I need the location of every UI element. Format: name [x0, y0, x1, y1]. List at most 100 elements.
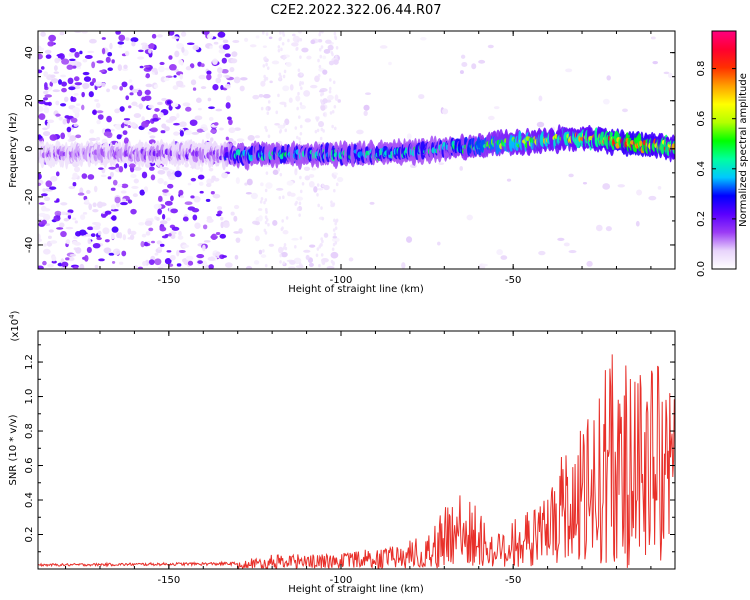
noise-blob [114, 108, 121, 114]
noise-blob [191, 207, 200, 213]
noise-blob [176, 80, 184, 88]
noise-blob [70, 117, 78, 123]
noise-blob [217, 31, 226, 38]
noise-streak [278, 195, 282, 200]
noise-blob [47, 235, 52, 239]
noise-blob [38, 113, 46, 120]
noise-streak [263, 57, 266, 61]
noise-blob [173, 75, 177, 78]
noise-blob [82, 82, 90, 89]
noise-blob [63, 96, 69, 103]
noise-blob [438, 162, 445, 165]
noise-streak [319, 54, 323, 59]
noise-blob [132, 193, 138, 198]
noise-streak [282, 56, 286, 61]
noise-blob [254, 221, 260, 226]
noise-streak [332, 80, 336, 85]
noise-blob [309, 244, 316, 248]
noise-streak [317, 58, 320, 63]
noise-streak [299, 175, 302, 180]
noise-blob [38, 182, 42, 187]
noise-blob [111, 261, 116, 264]
noise-blob [38, 195, 41, 201]
noise-blob [232, 39, 240, 44]
noise-blob [145, 231, 151, 236]
noise-streak [335, 182, 339, 187]
noise-streak [282, 195, 285, 200]
noise-streak [299, 80, 302, 85]
noise-blob [203, 240, 211, 243]
noise-blob [291, 42, 299, 47]
noise-streak [314, 129, 318, 134]
spectrogram-xtick-label: -50 [505, 275, 521, 286]
noise-blob [41, 219, 47, 225]
noise-blob [231, 51, 238, 57]
colorbar-tick-label: 0.8 [696, 61, 707, 77]
noise-blob [68, 185, 76, 190]
snr-xtick-label: -150 [157, 575, 180, 586]
noise-blob [182, 216, 189, 222]
noise-blob [130, 37, 139, 43]
noise-blob [87, 226, 94, 231]
noise-blob [94, 264, 99, 269]
noise-blob [172, 85, 179, 90]
noise-blob [622, 108, 628, 113]
spectrogram-ytick-label: -20 [24, 189, 35, 205]
noise-streak [331, 52, 334, 57]
noise-streak [283, 103, 287, 108]
noise-blob [58, 116, 63, 121]
noise-blob [168, 263, 174, 267]
noise-blob [178, 230, 182, 237]
noise-blob [568, 250, 577, 254]
noise-blob [258, 208, 263, 211]
noise-blob [210, 191, 215, 195]
noise-blob [310, 39, 316, 45]
noise-blob [125, 95, 130, 101]
noise-blob [224, 53, 231, 58]
noise-blob [220, 216, 224, 221]
noise-blob [122, 234, 127, 241]
noise-blob [205, 198, 211, 202]
noise-blob [255, 35, 260, 39]
noise-blob [258, 93, 264, 98]
noise-blob [61, 81, 67, 87]
noise-blob [174, 50, 180, 58]
noise-blob [323, 184, 330, 191]
noise-blob [66, 126, 72, 133]
noise-blob [38, 53, 43, 60]
noise-blob [605, 226, 612, 232]
noise-blob [461, 61, 468, 67]
noise-blob [86, 246, 92, 254]
noise-blob [57, 79, 63, 85]
noise-streak [265, 210, 268, 214]
noise-streak [331, 109, 335, 114]
noise-blob [104, 210, 112, 215]
noise-blob [158, 112, 164, 118]
noise-blob [192, 87, 197, 91]
noise-blob [196, 253, 205, 259]
noise-blob [471, 63, 477, 70]
noise-blob [176, 113, 180, 119]
noise-blob [111, 226, 119, 233]
noise-blob [260, 182, 264, 187]
noise-blob [88, 91, 94, 98]
colorbar-tick-label: 0.0 [696, 261, 707, 277]
noise-blob [269, 80, 273, 84]
noise-blob [69, 253, 77, 257]
noise-blob [185, 255, 194, 261]
noise-blob [153, 84, 159, 89]
noise-blob [262, 45, 267, 49]
noise-blob [229, 67, 235, 73]
noise-blob [337, 99, 342, 103]
noise-blob [162, 167, 169, 171]
noise-streak [261, 31, 265, 35]
noise-blob [179, 195, 185, 199]
noise-streak [277, 168, 281, 172]
noise-blob [161, 123, 167, 129]
noise-blob [233, 204, 240, 210]
noise-blob [230, 211, 235, 216]
noise-blob [164, 200, 173, 206]
spectrogram-x-ticks: -150 -100 -50 [65, 31, 652, 286]
noise-blob [210, 129, 217, 134]
